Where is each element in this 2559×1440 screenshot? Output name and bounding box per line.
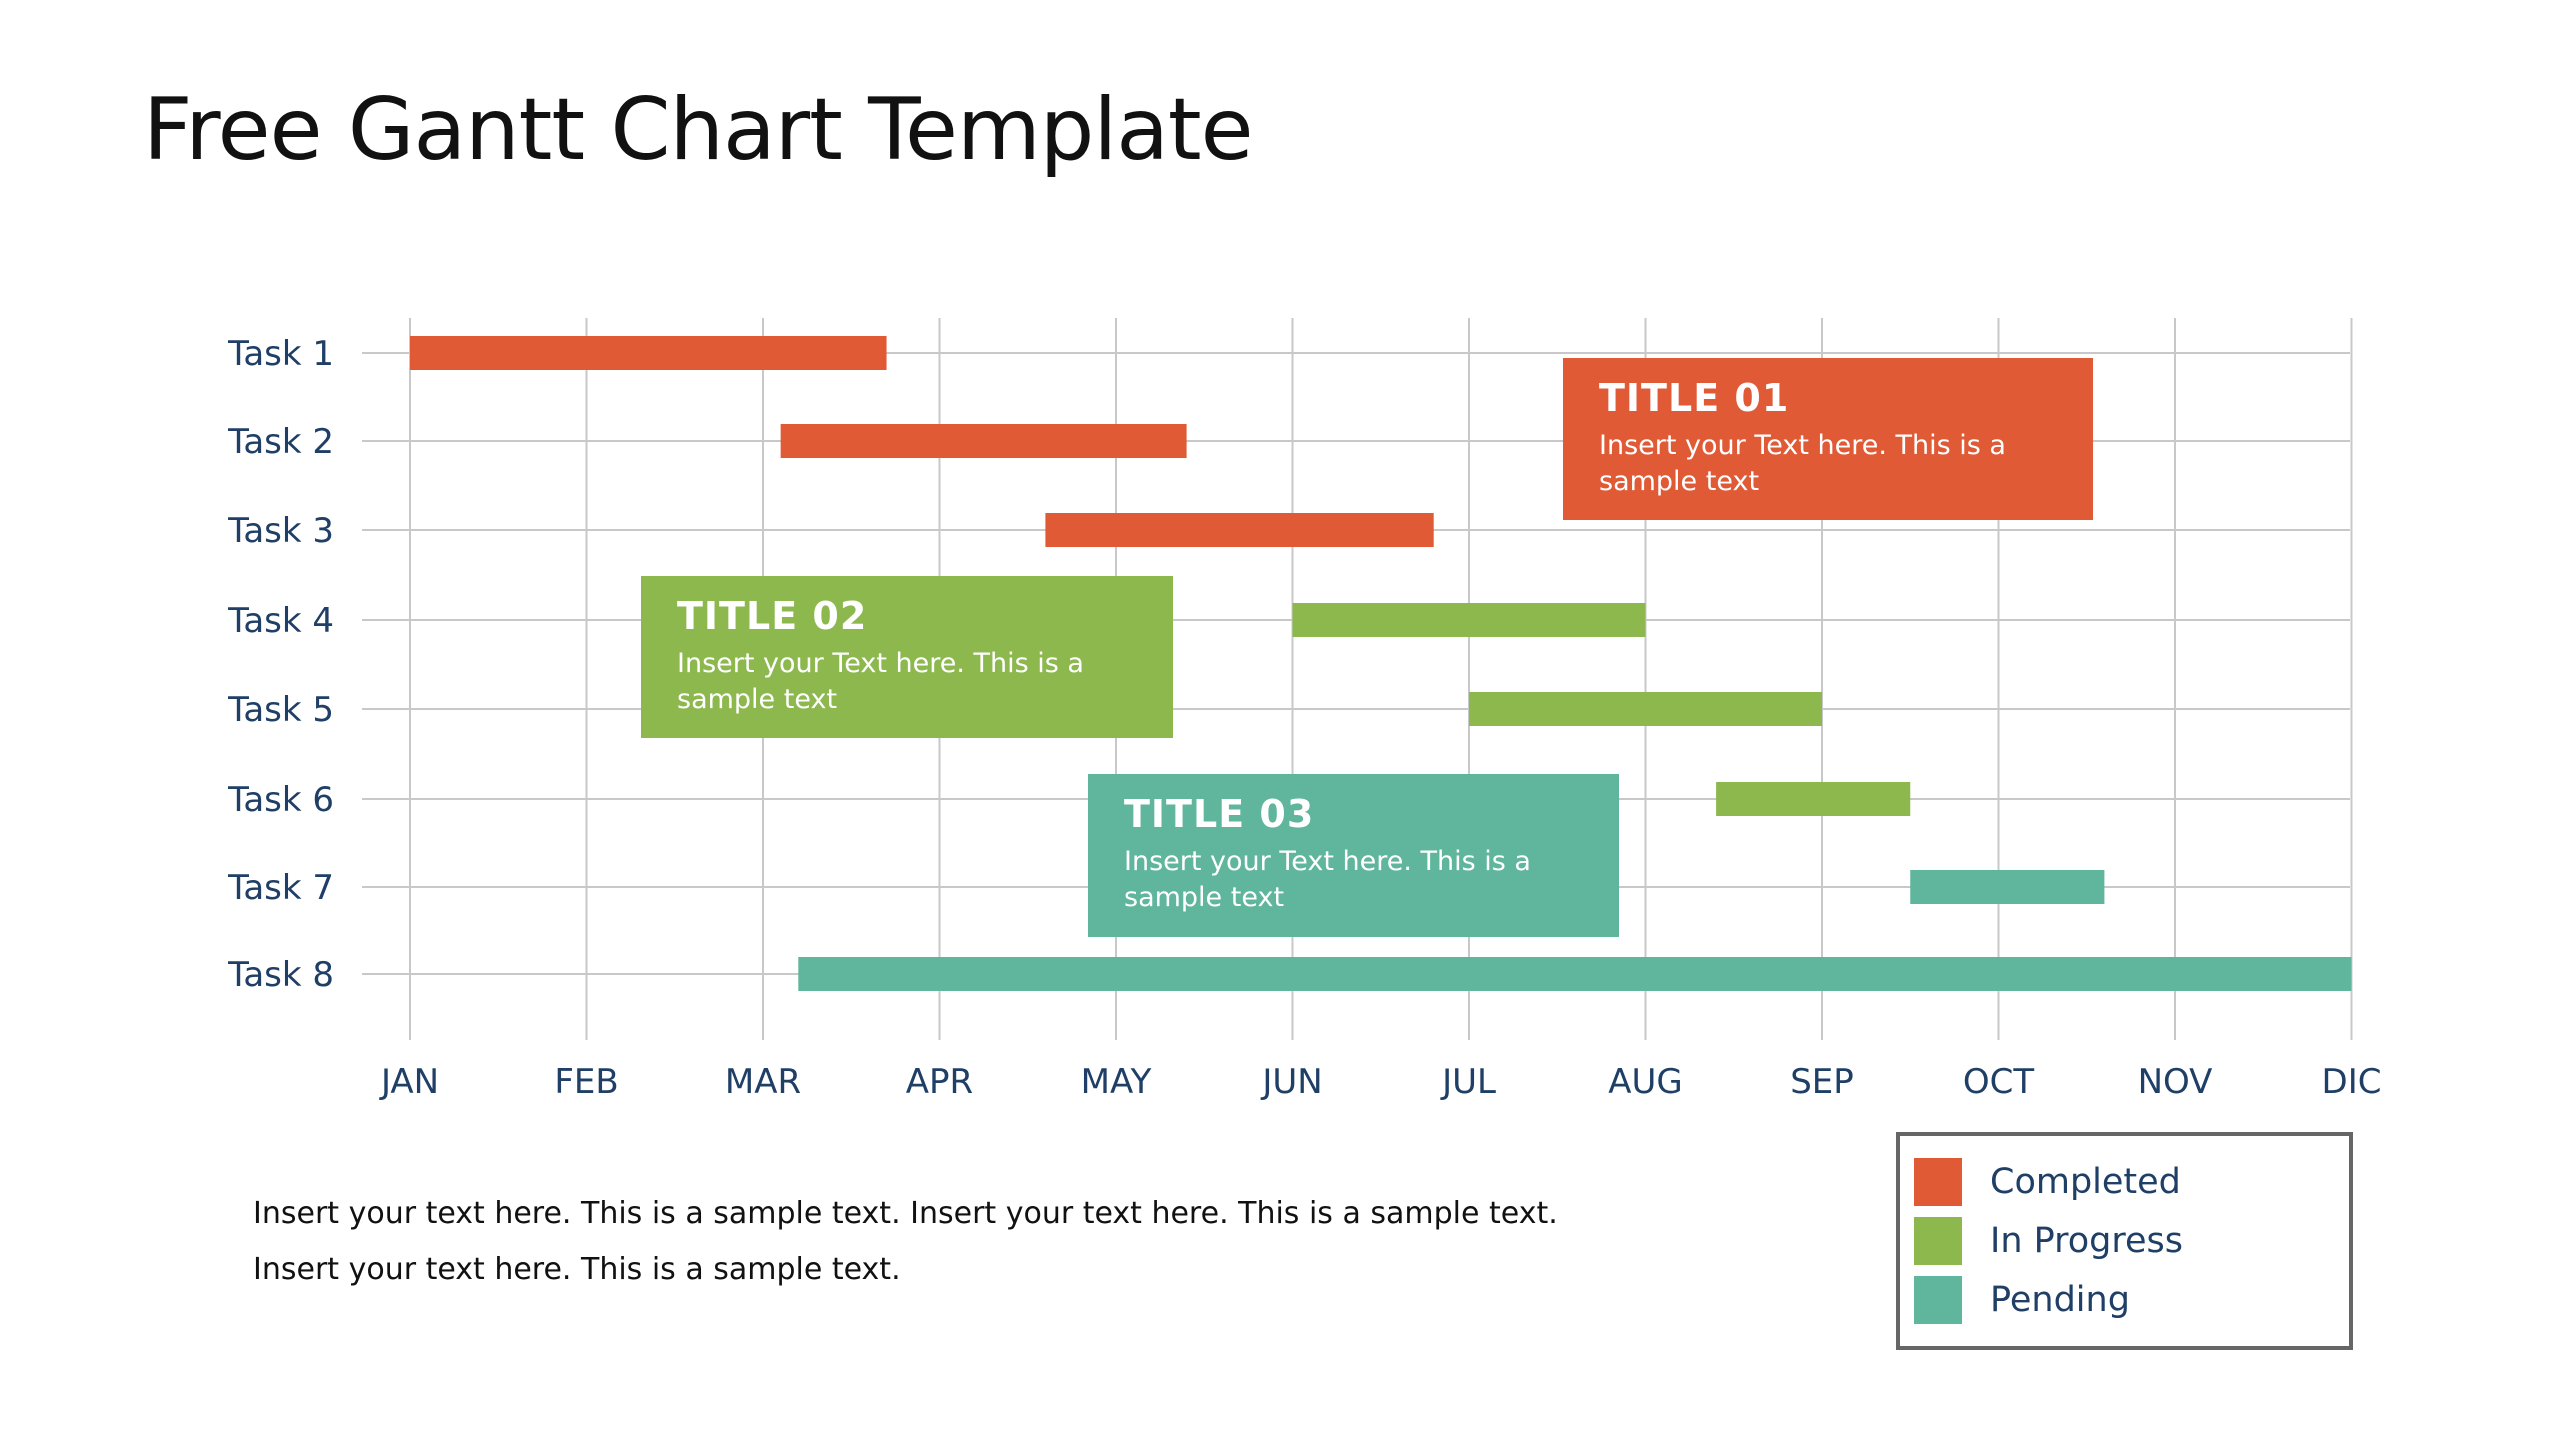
callout-heading: TITLE 01 (1599, 376, 1790, 420)
task-bar (410, 336, 887, 370)
legend-label: Pending (1990, 1280, 2130, 1320)
legend-swatch (1914, 1276, 1962, 1324)
legend-item-pending: Pending (1914, 1276, 2130, 1324)
month-tick-label: JAN (379, 1062, 439, 1102)
task-label: Task 3 (227, 511, 334, 551)
page-title: Free Gantt Chart Template (143, 80, 1254, 180)
task-label: Task 6 (227, 780, 334, 820)
callout-body: Insert your Text here. This is a sample … (1599, 430, 2006, 497)
legend-item-in-progress: In Progress (1914, 1217, 2183, 1265)
task-bar (1469, 692, 1822, 726)
month-tick-label: AUG (1608, 1062, 1683, 1102)
callout-title-03: TITLE 03 Insert your Text here. This is … (1088, 774, 1619, 937)
legend-label: Completed (1990, 1162, 2181, 1202)
callout-title-02: TITLE 02 Insert your Text here. This is … (641, 576, 1173, 738)
task-bar (780, 424, 1187, 458)
month-tick-label: JUN (1260, 1062, 1322, 1102)
task-bar (1716, 782, 1911, 816)
task-label: Task 7 (227, 868, 334, 908)
task-label: Task 8 (227, 955, 334, 995)
legend-item-completed: Completed (1914, 1158, 2181, 1206)
month-tick-label: JUL (1440, 1062, 1496, 1102)
task-label: Task 4 (227, 601, 334, 641)
task-bar (1045, 513, 1434, 547)
legend-label: In Progress (1990, 1221, 2183, 1261)
task-label: Task 1 (227, 334, 334, 374)
task-label: Task 5 (227, 690, 334, 730)
month-tick-label: MAY (1081, 1062, 1152, 1102)
callout-heading: TITLE 02 (677, 594, 868, 638)
note-line-1: Insert your text here. This is a sample … (253, 1196, 1558, 1231)
month-tick-label: DIC (2322, 1062, 2382, 1102)
month-tick-label: NOV (2138, 1062, 2213, 1102)
task-label: Task 2 (227, 422, 334, 462)
month-tick-label: MAR (725, 1062, 801, 1102)
month-tick-label: FEB (554, 1062, 618, 1102)
task-bar (798, 957, 2352, 991)
callout-title-01: TITLE 01 Insert your Text here. This is … (1563, 358, 2093, 520)
month-tick-label: APR (906, 1062, 973, 1102)
task-bar (1292, 603, 1646, 637)
legend-swatch (1914, 1158, 1962, 1206)
callout-body: Insert your Text here. This is a sample … (1124, 846, 1531, 913)
callout-heading: TITLE 03 (1124, 792, 1315, 836)
month-tick-label: OCT (1963, 1062, 2035, 1102)
callout-body: Insert your Text here. This is a sample … (677, 648, 1084, 715)
legend-swatch (1914, 1217, 1962, 1265)
legend: Completed In Progress Pending (1896, 1132, 2353, 1350)
month-tick-label: SEP (1790, 1062, 1854, 1102)
note-line-2: Insert your text here. This is a sample … (253, 1252, 901, 1287)
task-bar (1910, 870, 2105, 904)
